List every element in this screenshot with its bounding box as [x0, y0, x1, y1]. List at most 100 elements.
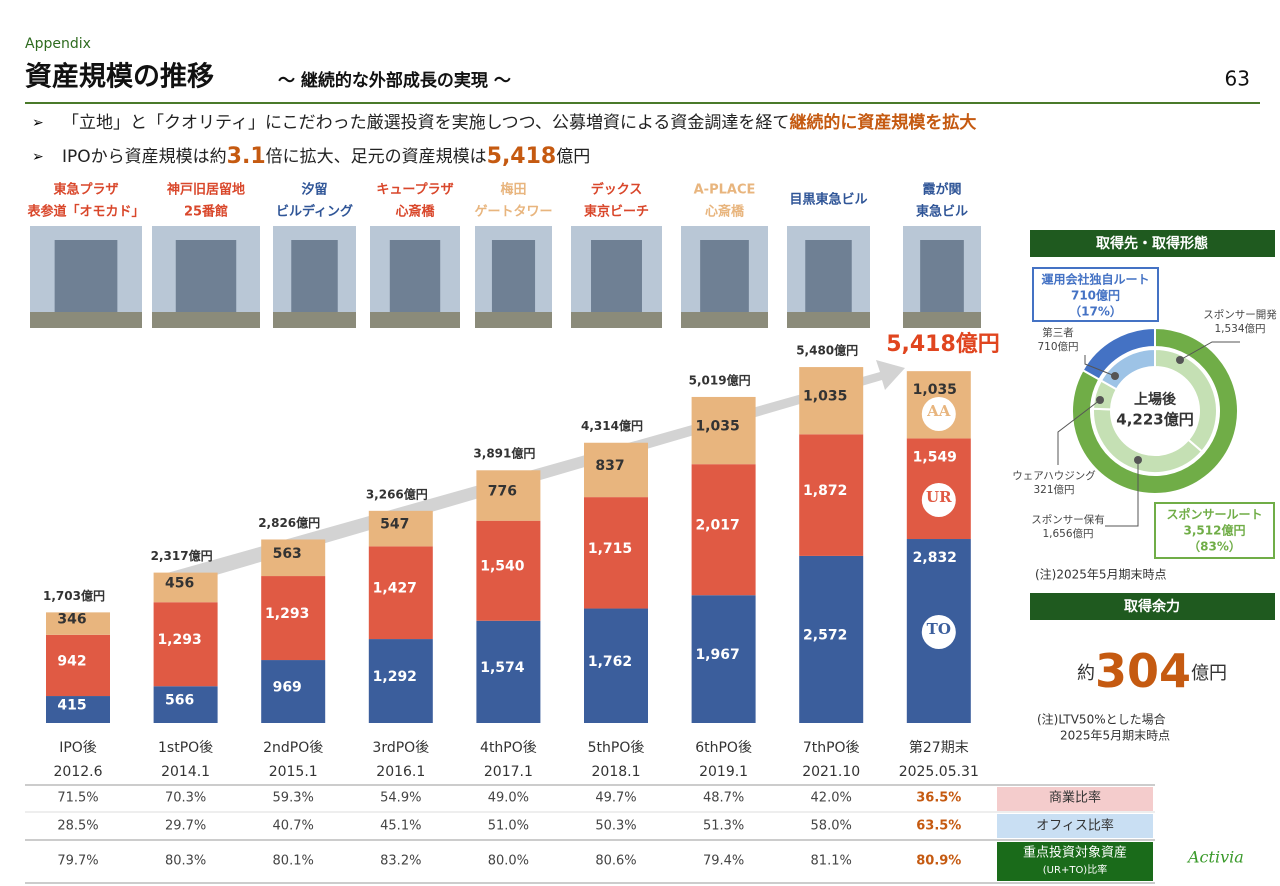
total-label: 2,317億円 [151, 548, 213, 563]
table-cell: 29.7% [165, 819, 206, 834]
capacity-line: 約304億円 [1077, 644, 1227, 698]
brand-icon [921, 397, 956, 431]
x-tick-date: 2025.05.31 [899, 764, 979, 780]
property-name: A-PLACE [694, 183, 756, 198]
x-tick-label: 3rdPO後 [372, 740, 429, 756]
bullet-text: IPOから資産規模は約 [62, 147, 227, 167]
route-label: 3,512億円 [1184, 523, 1246, 538]
segment-label: 566 [165, 693, 194, 709]
panel-header [1030, 230, 1275, 257]
bullet-text: 継続的に資産規模を拡大 [789, 112, 976, 133]
bullet: IPOから資産規模は約3.1倍に拡大、足元の資産規模は5,418億円 [62, 144, 590, 169]
slice-value: 1,656億円 [1042, 527, 1093, 540]
table-cell: 79.4% [703, 854, 744, 869]
photo-ground [571, 312, 662, 328]
table-cell: 80.1% [273, 854, 314, 869]
segment-label: 547 [380, 517, 409, 533]
brand-icon-label: AA [926, 402, 951, 420]
bar-segment [584, 497, 648, 609]
leader-dot [1111, 372, 1119, 380]
bullet: 「立地」と「クオリティ」にこだわった厳選投資を実施しつつ、公募増資による資金調達… [62, 112, 976, 133]
table-cell: 79.7% [57, 854, 98, 869]
row-label: 商業比率 [1049, 790, 1101, 806]
property-name: 神戸旧居留地 [167, 182, 245, 198]
route-label: 710億円 [1071, 288, 1120, 303]
photo-ground [152, 312, 260, 328]
segment-label: 1,427 [373, 581, 417, 597]
photo-ground [903, 312, 981, 328]
total-label: 1,703億円 [43, 588, 105, 603]
table-cell: 71.5% [57, 791, 98, 806]
x-tick-date: 2017.1 [484, 764, 533, 780]
table-cell: 58.0% [811, 819, 852, 834]
leader-line [1179, 341, 1240, 361]
bar-segment [261, 539, 326, 577]
leader-line [1105, 460, 1139, 527]
bar-segment [153, 686, 218, 723]
x-tick-date: 2012.6 [54, 764, 103, 780]
table-cell: 63.5% [916, 819, 961, 834]
segment-label: 1,540 [480, 559, 525, 575]
x-tick-label: 4thPO後 [480, 740, 537, 756]
table-cell: 83.2% [380, 854, 421, 869]
x-tick-date: 2016.1 [376, 764, 425, 780]
segment-label: 2,572 [803, 627, 847, 643]
slice-value: 321億円 [1033, 483, 1074, 496]
row-label-bg [997, 814, 1153, 838]
total-label: 5,019億円 [689, 372, 751, 387]
brand-icon [921, 483, 956, 517]
segment-label: 1,035 [803, 389, 847, 405]
leader-dot [1096, 396, 1104, 404]
leader-dot [1176, 356, 1184, 364]
slice-value: 710億円 [1037, 340, 1078, 353]
table-cell: 50.3% [595, 819, 636, 834]
table-cell: 49.7% [595, 791, 636, 806]
bar-segment [799, 555, 864, 723]
table-cell: 81.1% [811, 854, 852, 869]
route-label: 運用会社独自ルート [1041, 272, 1149, 287]
segment-label: 1,293 [157, 632, 201, 648]
page-number: 63 [1225, 67, 1250, 91]
x-tick-label: 1stPO後 [158, 740, 213, 756]
donut-center: 4,223億円 [1116, 411, 1193, 429]
x-tick-label: IPO後 [59, 740, 97, 756]
property-name: デックス [591, 182, 643, 198]
x-tick-label: 第27期末 [909, 739, 969, 756]
table-cell: 70.3% [165, 791, 206, 806]
x-tick-label: 2ndPO後 [263, 740, 323, 756]
leader-line [1084, 355, 1116, 377]
section: Appendix [25, 36, 91, 52]
brand-icon-label: TO [927, 620, 951, 638]
property-name: ゲートタワー [474, 204, 552, 220]
segment-label: 1,872 [803, 483, 847, 499]
table-cell: 80.9% [916, 854, 961, 869]
segment-label: 563 [273, 546, 302, 562]
bar-segment [476, 470, 541, 521]
segment-label: 1,293 [265, 606, 309, 622]
total-label: 3,891億円 [473, 446, 535, 461]
property-name: 心斎橋 [705, 204, 745, 220]
table-cell: 80.0% [488, 854, 529, 869]
table-cell: 28.5% [57, 819, 98, 834]
bar-segment [476, 620, 541, 723]
total-label: 5,480億円 [796, 343, 858, 358]
segment-label: 415 [57, 698, 86, 714]
x-tick-date: 2018.1 [592, 764, 641, 780]
property-name: 東京ビーチ [584, 204, 649, 220]
property-name: 東急プラザ [53, 182, 118, 198]
table-cell: 59.3% [273, 791, 314, 806]
route-label: （83%） [1188, 539, 1241, 554]
brand-icon-label: UR [926, 488, 952, 506]
table-cell: 48.7% [703, 791, 744, 806]
property-name: キュープラザ [376, 183, 453, 198]
table-cell: 54.9% [380, 791, 421, 806]
table-cell: 51.0% [488, 819, 529, 834]
route-label: （17%） [1069, 304, 1122, 319]
segment-label: 1,292 [373, 669, 417, 685]
property-name: 霞が関 [922, 182, 961, 198]
bar-segment [476, 520, 541, 621]
bullet-marker: ➢ [32, 149, 44, 165]
route-label: スポンサールート [1166, 507, 1262, 522]
property-name: 目黒東急ビル [789, 192, 867, 208]
property-name: 梅田 [500, 182, 526, 198]
